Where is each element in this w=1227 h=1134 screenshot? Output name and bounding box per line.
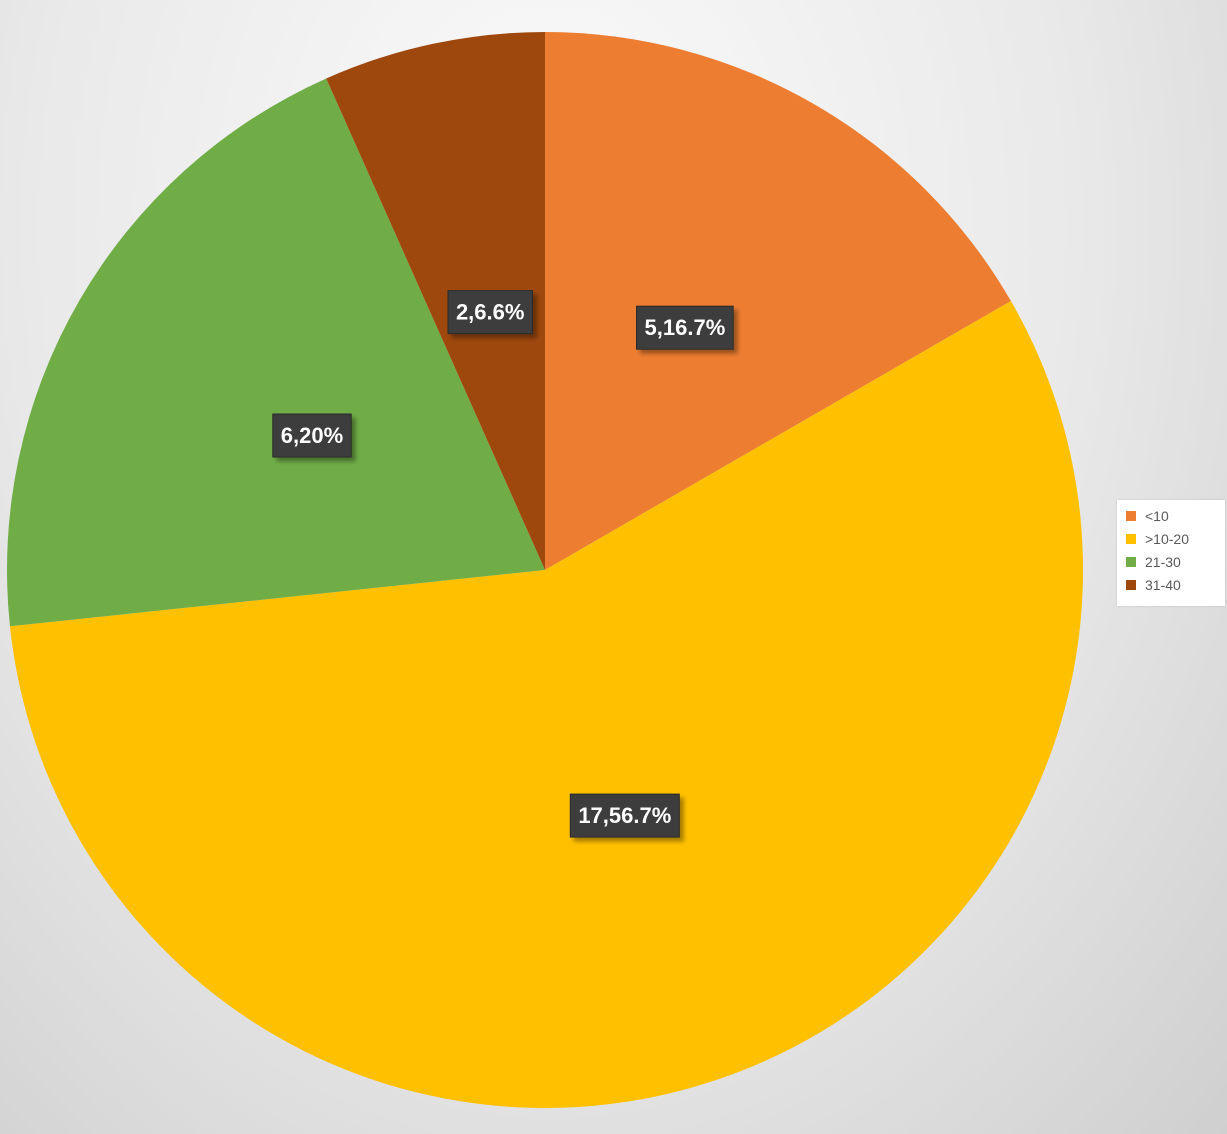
data-label-under-10: 5,16.7% [636, 305, 734, 350]
pie-slice-10-20 [9, 301, 1084, 1109]
legend-label-31-40: 31-40 [1145, 576, 1181, 593]
pie-data-labels: 5,16.7% 17,56.7% 6,20% 2,6.6% [272, 290, 734, 838]
data-label-box-10-20 [569, 793, 680, 838]
legend-swatch-31-40 [1126, 579, 1136, 590]
legend-swatch-21-30 [1126, 556, 1136, 567]
data-label-text-31-40: 2,6.6% [456, 300, 525, 325]
pie-slice-21-30 [7, 78, 546, 627]
legend-item-under-10: <10 [1126, 504, 1225, 527]
data-label-21-30: 6,20% [272, 413, 352, 458]
data-label-text-under-10: 5,16.7% [645, 315, 726, 340]
legend-label-10-20: >10-20 [1145, 530, 1189, 547]
data-label-box-21-30 [272, 413, 352, 458]
data-label-box-31-40 [447, 290, 533, 335]
legend-label-21-30: 21-30 [1145, 553, 1181, 570]
pie-slice-under-10 [545, 32, 1011, 570]
chart-legend: <10 >10-20 21-30 31-40 [1117, 500, 1225, 606]
data-label-text-21-30: 6,20% [281, 423, 343, 448]
legend-item-10-20: >10-20 [1126, 527, 1225, 550]
data-label-box-under-10 [636, 305, 734, 350]
legend-label-under-10: <10 [1145, 507, 1169, 524]
legend-swatch-10-20 [1126, 533, 1136, 544]
pie-slice-31-40 [326, 32, 545, 570]
pie-slices [7, 32, 1084, 1109]
data-label-31-40: 2,6.6% [447, 290, 533, 335]
legend-item-21-30: 21-30 [1126, 550, 1225, 573]
data-label-text-10-20: 17,56.7% [578, 803, 671, 828]
legend-item-31-40: 31-40 [1126, 573, 1225, 596]
legend-swatch-under-10 [1126, 510, 1136, 521]
data-label-10-20: 17,56.7% [569, 793, 680, 838]
